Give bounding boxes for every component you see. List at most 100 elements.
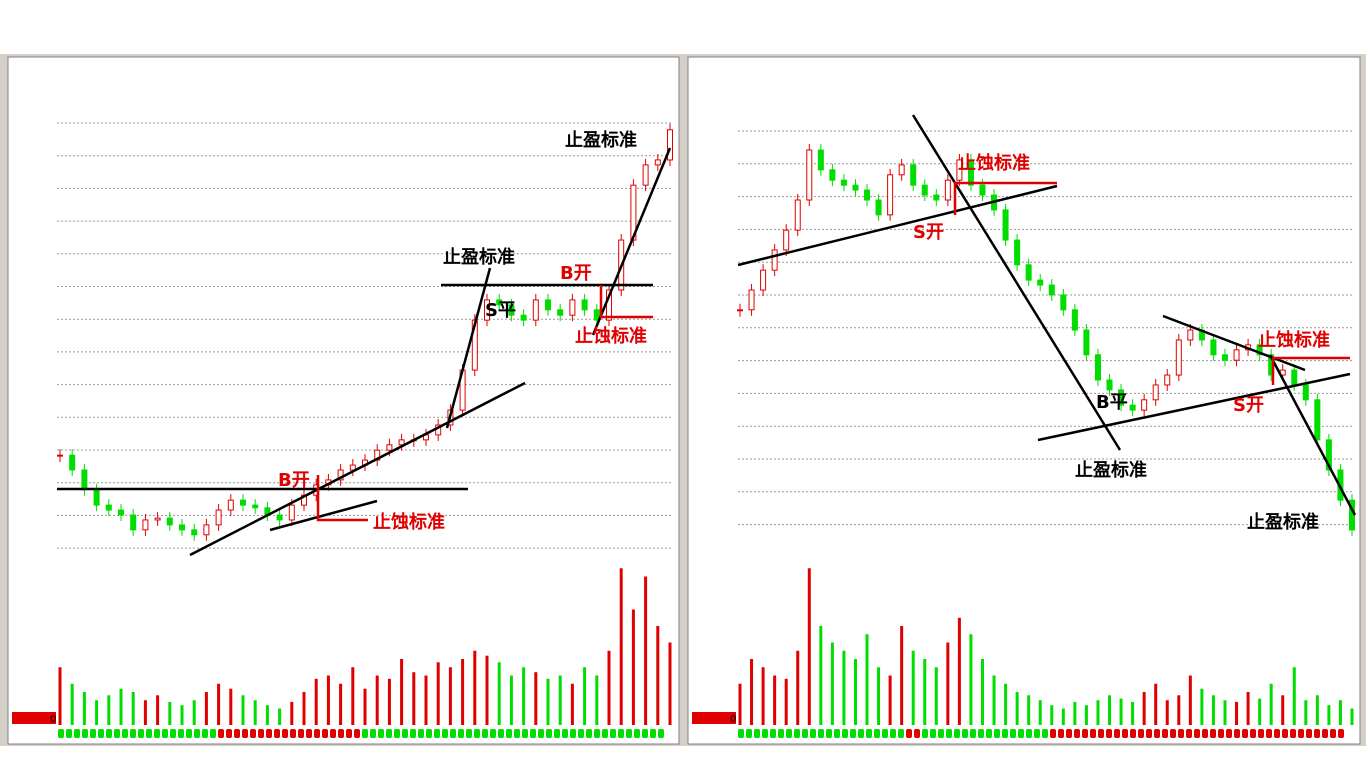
status-dot	[882, 729, 888, 738]
status-dot	[466, 729, 472, 738]
volume-bar	[738, 683, 742, 725]
volume-bar	[448, 667, 452, 725]
status-dot	[1242, 729, 1248, 738]
volume-bar	[119, 688, 123, 725]
volume-bar	[1258, 698, 1262, 725]
volume-zero: 0	[50, 714, 56, 725]
candle	[118, 509, 124, 516]
status-dot	[346, 729, 352, 738]
status-dot	[898, 729, 904, 738]
status-dot	[834, 729, 840, 738]
status-dot	[1226, 729, 1232, 738]
status-dot	[1250, 729, 1256, 738]
status-dot	[850, 729, 856, 738]
status-dot	[770, 729, 776, 738]
volume-bar	[807, 568, 811, 725]
status-dot	[1234, 729, 1240, 738]
status-dot	[1034, 729, 1040, 738]
volume-bar	[796, 650, 800, 725]
volume-bar	[412, 672, 416, 725]
volume-bar	[656, 626, 660, 725]
status-dot	[626, 729, 632, 738]
candle	[864, 189, 871, 201]
status-dot	[114, 729, 120, 738]
volume-bar	[877, 667, 881, 725]
volume-bar	[1292, 667, 1296, 725]
volume-bar	[946, 642, 950, 725]
status-dot	[1202, 729, 1208, 738]
candle	[191, 529, 198, 536]
status-dot	[354, 729, 360, 738]
volume-bar	[1281, 695, 1285, 725]
candle	[1164, 374, 1171, 386]
status-dot	[1026, 729, 1032, 738]
status-dot	[1218, 729, 1224, 738]
candle	[1325, 439, 1332, 471]
candle	[484, 299, 490, 321]
candle	[1071, 309, 1078, 331]
status-dot	[74, 729, 80, 738]
volume-bar	[82, 692, 86, 725]
status-dot	[762, 729, 768, 738]
volume-bar	[204, 692, 208, 725]
buy-close: B平	[1096, 392, 1128, 413]
candle	[93, 489, 100, 506]
volume-bar	[1131, 701, 1135, 725]
status-dot	[482, 729, 488, 738]
status-dot	[978, 729, 984, 738]
status-dot	[330, 729, 336, 738]
volume-bar	[911, 650, 915, 725]
status-dot	[1322, 729, 1328, 738]
volume-bar	[229, 688, 233, 725]
candle	[520, 314, 527, 321]
stop-loss: 止蚀标准	[373, 511, 445, 533]
candle	[203, 524, 210, 536]
candle	[57, 454, 63, 457]
candle	[1025, 264, 1032, 281]
volume-bar	[761, 667, 765, 725]
status-dot	[1050, 729, 1056, 738]
candle	[154, 517, 161, 521]
status-dot	[578, 729, 584, 738]
left-panel	[7, 56, 680, 745]
volume-bar	[302, 692, 306, 725]
volume-bar	[957, 617, 961, 725]
status-dot	[426, 729, 432, 738]
trend-lines	[57, 114, 1357, 557]
volume-bar	[1096, 700, 1100, 725]
candle	[1002, 209, 1009, 241]
status-dot	[442, 729, 448, 738]
candle	[557, 309, 564, 316]
volume-bar	[1327, 705, 1331, 725]
status-dot	[1194, 729, 1200, 738]
status-dot	[562, 729, 568, 738]
status-dot	[274, 729, 280, 738]
status-dot	[186, 729, 192, 738]
volume-bar	[1004, 683, 1008, 725]
annotations: 止盈标准 止盈标准 S平 B开 B开 止蚀标准 止蚀标准 止蚀标准 止蚀标准 S…	[278, 129, 1330, 533]
candle	[240, 499, 246, 506]
volume-bar	[143, 700, 147, 725]
candle	[817, 149, 824, 171]
volume-bar	[400, 659, 404, 725]
candle	[1221, 354, 1228, 361]
status-dot	[530, 729, 536, 738]
status-dot	[1258, 729, 1264, 738]
candle	[142, 519, 149, 531]
sell-close: S平	[485, 300, 516, 321]
status-dot	[914, 729, 920, 738]
status-dot	[1330, 729, 1336, 738]
volume-bar	[509, 675, 513, 725]
volume-bar	[888, 675, 892, 725]
candle	[1083, 329, 1090, 356]
candle	[569, 299, 576, 316]
status-dot	[306, 729, 312, 738]
status-dot	[1298, 729, 1304, 738]
status-dot	[818, 729, 824, 738]
status-dot	[570, 729, 576, 738]
volume-bar	[1108, 695, 1112, 725]
candle	[166, 517, 173, 526]
buy-open: B开	[278, 470, 310, 491]
candle	[771, 249, 778, 271]
